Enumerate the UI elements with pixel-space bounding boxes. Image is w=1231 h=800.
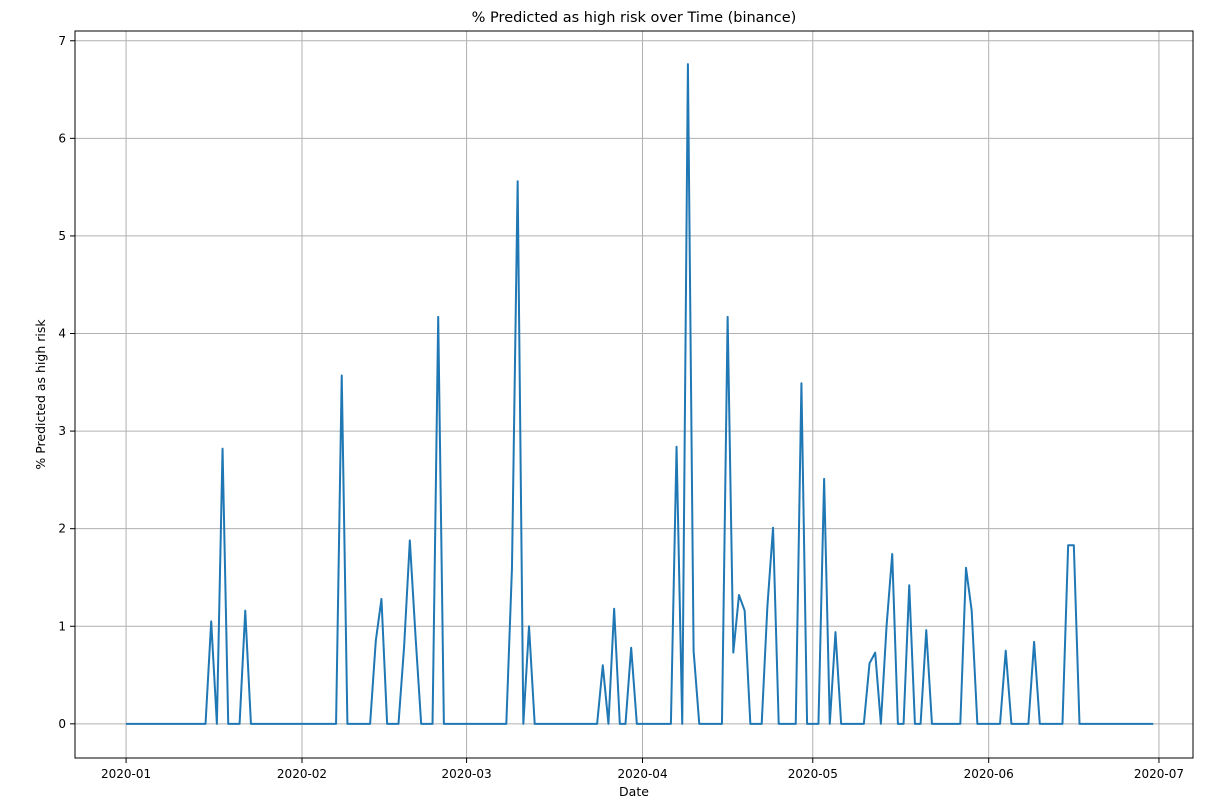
y-tick-label: 5 xyxy=(58,229,66,243)
y-tick-label: 7 xyxy=(58,34,66,48)
y-tick-label: 4 xyxy=(58,327,66,341)
y-tick-label: 6 xyxy=(58,131,66,145)
y-tick-label: 3 xyxy=(58,424,66,438)
x-tick-label: 2020-03 xyxy=(442,767,492,781)
y-axis: 0 1 2 3 4 5 6 7 xyxy=(58,34,75,731)
plot-frame xyxy=(74,30,1194,759)
x-tick-label: 2020-07 xyxy=(1134,767,1184,781)
y-tick-label: 0 xyxy=(58,717,66,731)
x-tick-label: 2020-01 xyxy=(101,767,151,781)
y-tick-label: 1 xyxy=(58,619,66,633)
y-tick-label: 2 xyxy=(58,522,66,536)
x-tick-label: 2020-04 xyxy=(617,767,667,781)
x-axis-label: Date xyxy=(619,784,649,799)
x-tick-label: 2020-05 xyxy=(788,767,838,781)
x-tick-label: 2020-02 xyxy=(277,767,327,781)
grid-lines xyxy=(75,31,1193,758)
series-line xyxy=(126,63,1154,725)
x-axis: 2020-01 2020-02 2020-03 2020-04 2020-05 2020-… xyxy=(101,758,1184,781)
chart-title: % Predicted as high risk over Time (bina… xyxy=(472,10,797,26)
y-axis-label: % Predicted as high risk xyxy=(33,319,48,470)
x-tick-label: 2020-06 xyxy=(964,767,1014,781)
